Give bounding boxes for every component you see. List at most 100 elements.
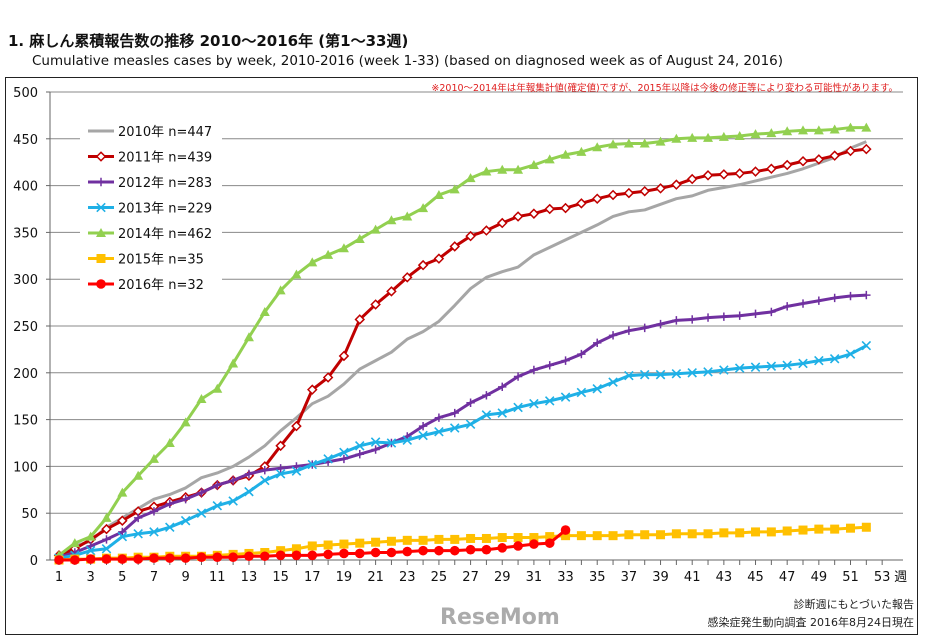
data-point xyxy=(370,224,381,234)
data-point xyxy=(386,547,397,558)
data-point xyxy=(529,539,539,549)
data-point xyxy=(70,555,80,565)
data-point xyxy=(165,522,175,533)
data-point xyxy=(339,539,349,549)
data-point xyxy=(734,130,745,140)
y-tick-label: 50 xyxy=(21,507,38,522)
x-tick-label: 29 xyxy=(494,570,511,585)
x-tick-label: 39 xyxy=(652,570,669,585)
series-line xyxy=(58,525,867,562)
data-point xyxy=(339,548,349,559)
legend-label: 2011年 n=439 xyxy=(118,151,212,166)
y-tick-label: 300 xyxy=(13,273,38,288)
data-point xyxy=(449,184,460,194)
data-point xyxy=(149,507,159,516)
y-tick-label: 500 xyxy=(13,86,38,101)
x-tick-label: 31 xyxy=(526,570,543,585)
data-point xyxy=(529,365,539,375)
data-point xyxy=(814,524,824,534)
data-point xyxy=(719,528,729,538)
data-point xyxy=(814,355,824,366)
x-tick-label: 35 xyxy=(589,570,606,585)
series-2010 xyxy=(58,140,867,557)
data-point xyxy=(702,170,714,181)
data-point xyxy=(560,202,571,214)
x-tick-label: 51 xyxy=(842,570,859,585)
data-point xyxy=(307,550,318,561)
legend-marker xyxy=(96,202,106,213)
data-point xyxy=(481,410,492,420)
data-point xyxy=(656,530,666,540)
data-point xyxy=(418,430,428,441)
legend-label: 2016年 n=32 xyxy=(118,278,204,293)
data-point xyxy=(355,538,365,548)
data-point xyxy=(101,554,112,564)
x-tick-label: 41 xyxy=(684,570,701,585)
data-point xyxy=(750,362,761,372)
data-point xyxy=(402,435,413,445)
data-point xyxy=(544,396,555,406)
data-point xyxy=(228,496,238,506)
legend-label: 2012年 n=283 xyxy=(118,176,212,191)
data-point xyxy=(719,312,729,321)
data-point xyxy=(576,146,587,156)
data-point xyxy=(671,179,682,190)
data-point xyxy=(117,515,128,526)
data-point xyxy=(861,122,872,132)
data-point xyxy=(418,421,428,431)
data-point xyxy=(624,326,634,335)
data-point xyxy=(592,142,603,152)
data-point xyxy=(798,358,808,369)
data-point xyxy=(798,525,808,535)
data-point xyxy=(386,286,397,297)
data-point xyxy=(401,272,413,283)
data-point xyxy=(750,166,761,177)
data-point xyxy=(354,233,365,243)
data-point xyxy=(466,533,476,543)
data-point xyxy=(417,259,429,271)
data-point xyxy=(212,383,223,393)
data-point xyxy=(497,543,508,553)
data-point xyxy=(213,480,222,490)
data-point xyxy=(813,125,824,135)
data-point xyxy=(371,445,380,454)
data-point xyxy=(813,154,825,165)
data-point xyxy=(544,154,555,164)
data-point xyxy=(434,545,444,556)
x-tick-label: 27 xyxy=(462,570,479,585)
data-point xyxy=(782,526,792,536)
chart-frame xyxy=(5,77,918,635)
data-point xyxy=(829,150,840,161)
data-point xyxy=(355,441,365,451)
data-point xyxy=(85,545,96,556)
data-point xyxy=(672,316,681,325)
data-point xyxy=(560,392,571,402)
data-point xyxy=(782,360,792,371)
data-point xyxy=(434,534,444,544)
y-tick-label: 450 xyxy=(13,133,38,148)
data-point xyxy=(371,537,381,547)
data-point xyxy=(592,531,602,541)
page-title: 1. 麻しん累積報告数の推移 2010～2016年 (第1～33週) xyxy=(8,32,409,50)
data-point xyxy=(686,173,698,185)
data-point xyxy=(149,553,159,563)
page-subtitle: Cumulative measles cases by week, 2010-2… xyxy=(32,53,784,69)
data-point xyxy=(608,139,619,149)
data-point xyxy=(370,547,381,558)
data-point xyxy=(593,338,602,348)
data-point xyxy=(766,163,777,175)
data-point xyxy=(576,198,587,209)
data-point xyxy=(846,291,855,301)
data-point xyxy=(513,541,523,551)
chart-note: ※2010～2014年は年報集計値(確定値)ですが、2015年以降は今後の修正等… xyxy=(431,83,898,94)
data-point xyxy=(608,331,618,340)
data-point xyxy=(196,508,207,518)
data-point xyxy=(481,166,492,176)
x-tick-label: 11 xyxy=(209,570,226,585)
legend-marker xyxy=(96,228,106,237)
data-point xyxy=(323,549,333,560)
y-tick-label: 0 xyxy=(30,554,38,569)
data-point xyxy=(703,313,713,322)
x-tick-label: 7 xyxy=(150,570,158,585)
data-point xyxy=(133,513,143,523)
